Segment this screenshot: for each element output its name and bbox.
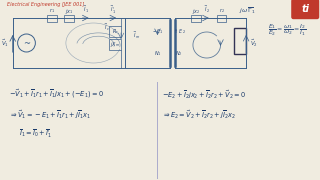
Bar: [234, 28, 246, 54]
Text: $\overline{I}_1=\overline{I}_0+\overline{I}_1^{\prime}$: $\overline{I}_1=\overline{I}_0+\overline…: [19, 127, 52, 140]
Text: $-E_1$: $-E_1$: [152, 27, 163, 36]
Text: $\vec{I}_1^{\prime}$: $\vec{I}_1^{\prime}$: [110, 5, 116, 16]
Text: $\vec{I}_1$: $\vec{I}_1$: [83, 5, 89, 15]
Bar: [191, 15, 201, 21]
Text: $jx_1$: $jx_1$: [65, 6, 73, 15]
Text: $\vec{I}_2$: $\vec{I}_2$: [204, 5, 210, 15]
Bar: [109, 39, 121, 50]
Bar: [47, 15, 57, 21]
Text: Electrical Engineering [JEE 001]: Electrical Engineering [JEE 001]: [7, 2, 84, 7]
Bar: [109, 26, 121, 37]
Text: $\dfrac{E_1}{E_2}=\dfrac{\omega_1}{\omega_2}=\dfrac{I_2}{I_1}$: $\dfrac{E_1}{E_2}=\dfrac{\omega_1}{\omeg…: [268, 22, 307, 38]
Text: $j\omega\,\overline{\Gamma}_1$: $j\omega\,\overline{\Gamma}_1$: [239, 5, 256, 15]
Text: $r_1$: $r_1$: [49, 6, 55, 15]
Text: $\Rightarrow\vec{V}_1=-E_1+\overline{I}_1r_1+j\overline{I}_1x_1$: $\Rightarrow\vec{V}_1=-E_1+\overline{I}_…: [9, 108, 91, 121]
FancyBboxPatch shape: [292, 0, 318, 19]
Text: $N_1$: $N_1$: [154, 49, 161, 58]
Text: $jX_m$: $jX_m$: [110, 40, 120, 49]
Text: $\vec{I}_m$: $\vec{I}_m$: [133, 30, 140, 41]
Text: $\vec{I}_c$: $\vec{I}_c$: [104, 22, 110, 33]
Text: $jx_2$: $jx_2$: [192, 6, 200, 15]
Text: $\vec{V}_2$: $\vec{V}_2$: [250, 37, 258, 49]
Text: $-E_2+\overline{I}_2jx_2+\overline{I}_2r_2+\vec{V}_2=0$: $-E_2+\overline{I}_2jx_2+\overline{I}_2r…: [163, 88, 246, 101]
Text: $\Rightarrow E_2=\vec{V}_2+\overline{I}_2r_2+j\overline{I}_2x_2$: $\Rightarrow E_2=\vec{V}_2+\overline{I}_…: [163, 108, 236, 121]
Text: ~: ~: [23, 39, 30, 48]
Bar: [64, 15, 74, 21]
Text: $\vec{V}_1$: $\vec{V}_1$: [1, 37, 9, 49]
Bar: [217, 15, 227, 21]
Text: $R_c$: $R_c$: [112, 27, 119, 36]
Text: ti: ti: [301, 4, 309, 14]
Text: $-\vec{V}_1+\overline{I}_1r_1+\overline{I}_1jx_1+(-E_1)=0$: $-\vec{V}_1+\overline{I}_1r_1+\overline{…: [9, 88, 104, 100]
Text: $r_2$: $r_2$: [219, 6, 224, 15]
Text: $N_2$: $N_2$: [175, 49, 183, 58]
Text: $\uparrow E_2$: $\uparrow E_2$: [173, 27, 186, 36]
